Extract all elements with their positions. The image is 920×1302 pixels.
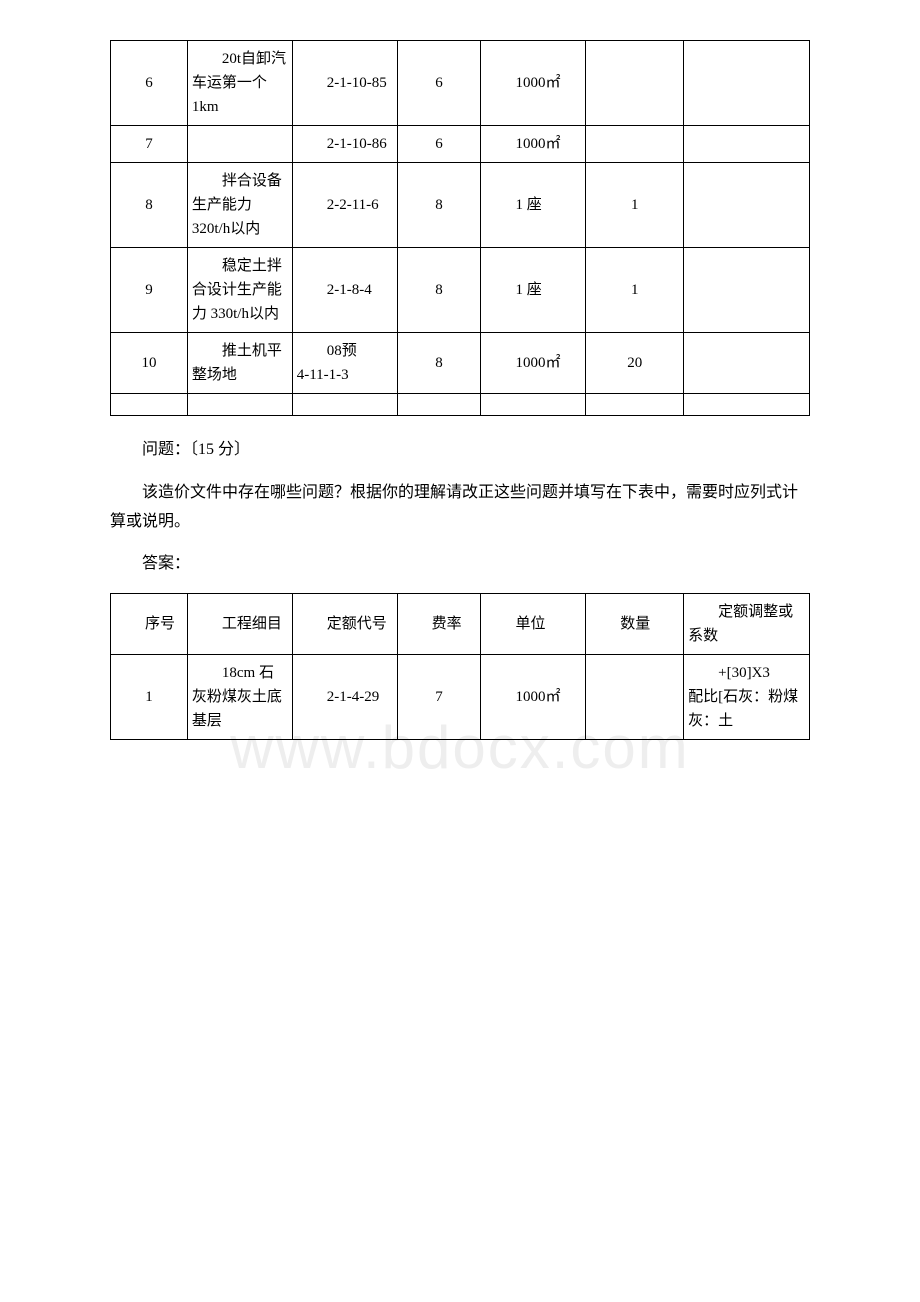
table-row-empty — [111, 394, 810, 416]
header-code: 定额代号 — [292, 594, 397, 655]
cell-code: 2-2-11-6 — [292, 163, 397, 248]
table-row: 6 20t自卸汽车运第一个1km 2-1-10-85 6 1000㎡ — [111, 41, 810, 126]
cell-unit: 1 座 — [481, 163, 586, 248]
cell-no: 6 — [111, 41, 188, 126]
header-no: 序号 — [111, 594, 188, 655]
cell-rate: 6 — [397, 126, 481, 163]
cell-item: 拌合设备生产能力 320t/h以内 — [187, 163, 292, 248]
cell-no: 10 — [111, 333, 188, 394]
table-row: 9 稳定土拌合设计生产能力 330t/h以内 2-1-8-4 8 1 座 1 — [111, 248, 810, 333]
cell-empty — [187, 394, 292, 416]
header-rate: 费率 — [397, 594, 481, 655]
table-header-row: 序号 工程细目 定额代号 费率 单位 数量 定额调整或系数 — [111, 594, 810, 655]
cell-item: 推土机平整场地 — [187, 333, 292, 394]
cell-qty: 1 — [586, 163, 684, 248]
cell-adj — [684, 333, 810, 394]
cell-empty — [586, 394, 684, 416]
cell-code: 2-1-4-29 — [292, 655, 397, 740]
header-qty: 数量 — [586, 594, 684, 655]
question-body: 该造价文件中存在哪些问题？根据你的理解请改正这些问题并填写在下表中，需要时应列式… — [110, 479, 810, 537]
table-2: 序号 工程细目 定额代号 费率 单位 数量 定额调整或系数 1 18cm 石灰粉… — [110, 593, 810, 740]
cell-qty — [586, 655, 684, 740]
cell-code: 2-1-10-85 — [292, 41, 397, 126]
cell-no: 1 — [111, 655, 188, 740]
cell-rate: 8 — [397, 248, 481, 333]
answer-label: 答案： — [110, 550, 810, 579]
table-row: 10 推土机平整场地 08预 4-11-1-3 8 1000㎡ 20 — [111, 333, 810, 394]
cell-unit: 1000㎡ — [481, 41, 586, 126]
cell-adj — [684, 126, 810, 163]
header-adj: 定额调整或系数 — [684, 594, 810, 655]
table-row: 7 2-1-10-86 6 1000㎡ — [111, 126, 810, 163]
cell-no: 8 — [111, 163, 188, 248]
cell-adj — [684, 41, 810, 126]
cell-empty — [292, 394, 397, 416]
cell-qty: 20 — [586, 333, 684, 394]
cell-rate: 7 — [397, 655, 481, 740]
cell-code: 08预 4-11-1-3 — [292, 333, 397, 394]
cell-unit: 1000㎡ — [481, 655, 586, 740]
cell-qty: 1 — [586, 248, 684, 333]
cell-empty — [397, 394, 481, 416]
cell-empty — [481, 394, 586, 416]
cell-no: 7 — [111, 126, 188, 163]
cell-item: 20t自卸汽车运第一个1km — [187, 41, 292, 126]
cell-empty — [111, 394, 188, 416]
cell-unit: 1000㎡ — [481, 126, 586, 163]
cell-rate: 6 — [397, 41, 481, 126]
cell-item: 稳定土拌合设计生产能力 330t/h以内 — [187, 248, 292, 333]
cell-no: 9 — [111, 248, 188, 333]
cell-unit: 1 座 — [481, 248, 586, 333]
cell-item — [187, 126, 292, 163]
cell-empty — [684, 394, 810, 416]
question-title: 问题：〔15 分〕 — [110, 436, 810, 465]
cell-adj — [684, 248, 810, 333]
cell-rate: 8 — [397, 163, 481, 248]
cell-code: 2-1-8-4 — [292, 248, 397, 333]
cell-code: 2-1-10-86 — [292, 126, 397, 163]
table-1: 6 20t自卸汽车运第一个1km 2-1-10-85 6 1000㎡ 7 2-1… — [110, 40, 810, 416]
header-unit: 单位 — [481, 594, 586, 655]
table-row: 8 拌合设备生产能力 320t/h以内 2-2-11-6 8 1 座 1 — [111, 163, 810, 248]
cell-qty — [586, 126, 684, 163]
table-row: 1 18cm 石灰粉煤灰土底基层 2-1-4-29 7 1000㎡ +[30]X… — [111, 655, 810, 740]
cell-unit: 1000㎡ — [481, 333, 586, 394]
cell-qty — [586, 41, 684, 126]
cell-rate: 8 — [397, 333, 481, 394]
cell-adj — [684, 163, 810, 248]
cell-item: 18cm 石灰粉煤灰土底基层 — [187, 655, 292, 740]
cell-adj: +[30]X3 配比[石灰：粉煤灰：土 — [684, 655, 810, 740]
header-item: 工程细目 — [187, 594, 292, 655]
